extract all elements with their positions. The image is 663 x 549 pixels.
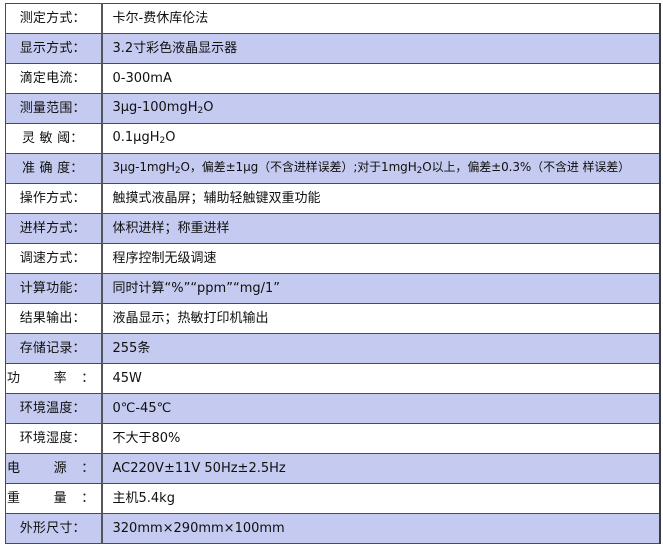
spec-value-text: 卡尔-费休库伦法 — [112, 11, 209, 26]
spec-value-text: 主机5.4kg — [112, 491, 175, 506]
spec-label-text: 测定方式： — [19, 11, 86, 26]
spec-value-cell: 255条 — [101, 333, 661, 364]
table-row: 显示方式： 3.2寸彩色液晶显示器 — [5, 33, 661, 64]
table-row: 存储记录： 255条 — [5, 333, 661, 364]
spec-label-text: 环境温度： — [19, 401, 86, 416]
spec-value-text: AC220V±11V 50Hz±2.5Hz — [112, 461, 286, 476]
spec-value-cell: 程序控制无级调速 — [101, 243, 661, 274]
spec-value-cell: 0-300mA — [101, 63, 661, 94]
spec-value-cell: 液晶显示；热敏打印机输出 — [101, 303, 661, 334]
spec-value-cell: 0℃-45℃ — [101, 393, 661, 424]
spec-label-cell: 滴定电流： — [5, 63, 103, 94]
spec-label-cell: 重 量： — [5, 483, 103, 514]
spec-value-text: 0.1μgH2O — [112, 130, 176, 146]
spec-label-text: 灵 敏 阈： — [22, 131, 84, 146]
spec-label-cell: 环境温度： — [5, 393, 103, 424]
spec-label-cell: 测量范围： — [5, 93, 103, 124]
spec-label-text: 计算功能： — [19, 281, 86, 296]
table-row: 功 率： 45W — [5, 363, 661, 394]
spec-label-cell: 功 率： — [5, 363, 103, 394]
spec-label-text: 准 确 度： — [22, 161, 84, 176]
spec-label-text: 外形尺寸： — [19, 521, 86, 536]
spec-table-body: 测定方式： 卡尔-费休库伦法显示方式： 3.2寸彩色液晶显示器滴定电流： 0-300m… — [5, 3, 661, 544]
spec-value-text: 45W — [112, 371, 142, 386]
spec-label-text: 滴定电流： — [19, 71, 86, 86]
spec-value-text: 255条 — [112, 341, 151, 356]
table-row: 滴定电流： 0-300mA — [5, 63, 661, 94]
spec-label-cell: 进样方式： — [5, 213, 103, 244]
spec-label-cell: 调速方式： — [5, 243, 103, 274]
spec-label-cell: 计算功能： — [5, 273, 103, 304]
spec-label-cell: 环境湿度： — [5, 423, 103, 454]
spec-value-text: 320mm×290mm×100mm — [112, 521, 285, 536]
spec-label-cell: 准 确 度： — [5, 153, 103, 184]
spec-value-text: 体积进样；称重进样 — [112, 221, 230, 236]
spec-value-text: 触摸式液晶屏；辅助轻触键双重功能 — [112, 191, 321, 206]
spec-value-cell: 0.1μgH2O — [101, 123, 661, 154]
table-row: 外形尺寸： 320mm×290mm×100mm — [5, 513, 661, 544]
spec-label-text: 重 量： — [7, 491, 95, 506]
specification-table: 测定方式： 卡尔-费休库伦法显示方式： 3.2寸彩色液晶显示器滴定电流： 0-300m… — [5, 3, 661, 544]
spec-value-cell: 不大于80% — [101, 423, 661, 454]
spec-label-cell: 显示方式： — [5, 33, 103, 64]
spec-value-text: 0-300mA — [112, 71, 172, 86]
spec-value-text: 同时计算“%”“ppm”“mg/1” — [112, 281, 281, 296]
spec-label-text: 调速方式： — [19, 251, 86, 266]
spec-value-text: 0℃-45℃ — [112, 401, 172, 416]
spec-label-text: 存储记录： — [19, 341, 86, 356]
spec-label-text: 结果输出： — [19, 311, 86, 326]
table-row: 准 确 度： 3μg-1mgH2O，偏差±1μg（不含进样误差）;对于1mgH2O… — [5, 153, 661, 184]
spec-label-cell: 存储记录： — [5, 333, 103, 364]
spec-value-text: 3μg-100mgH2O — [112, 100, 214, 116]
spec-label-cell: 外形尺寸： — [5, 513, 103, 544]
spec-value-cell: 主机5.4kg — [101, 483, 661, 514]
spec-value-cell: AC220V±11V 50Hz±2.5Hz — [101, 453, 661, 484]
spec-value-cell: 320mm×290mm×100mm — [101, 513, 661, 544]
table-row: 计算功能： 同时计算“%”“ppm”“mg/1” — [5, 273, 661, 304]
table-row: 进样方式： 体积进样；称重进样 — [5, 213, 661, 244]
spec-label-cell: 电 源： — [5, 453, 103, 484]
table-row: 调速方式： 程序控制无级调速 — [5, 243, 661, 274]
spec-label-cell: 测定方式： — [5, 3, 103, 34]
spec-value-cell: 触摸式液晶屏；辅助轻触键双重功能 — [101, 183, 661, 214]
spec-label-text: 环境湿度： — [19, 431, 86, 446]
spec-label-text: 电 源： — [7, 461, 95, 476]
spec-label-text: 显示方式： — [19, 41, 86, 56]
spec-label-text: 操作方式： — [19, 191, 86, 206]
spec-label-text: 功 率： — [7, 371, 95, 386]
table-row: 环境湿度： 不大于80% — [5, 423, 661, 454]
spec-label-text: 进样方式： — [19, 221, 86, 236]
spec-value-text: 液晶显示；热敏打印机输出 — [112, 311, 269, 326]
spec-value-text: 程序控制无级调速 — [112, 251, 217, 266]
table-row: 灵 敏 阈： 0.1μgH2O — [5, 123, 661, 154]
spec-label-cell: 灵 敏 阈： — [5, 123, 103, 154]
spec-value-cell: 同时计算“%”“ppm”“mg/1” — [101, 273, 661, 304]
spec-label-cell: 操作方式： — [5, 183, 103, 214]
table-row: 测定方式： 卡尔-费休库伦法 — [5, 3, 661, 34]
spec-value-text: 3.2寸彩色液晶显示器 — [112, 41, 238, 56]
spec-value-text: 3μg-1mgH2O，偏差±1μg（不含进样误差）;对于1mgH2O以上，偏差±… — [112, 160, 631, 176]
table-row: 测量范围： 3μg-100mgH2O — [5, 93, 661, 124]
table-row: 结果输出： 液晶显示；热敏打印机输出 — [5, 303, 661, 334]
table-row: 操作方式： 触摸式液晶屏；辅助轻触键双重功能 — [5, 183, 661, 214]
spec-value-cell: 体积进样；称重进样 — [101, 213, 661, 244]
spec-value-cell: 45W — [101, 363, 661, 394]
spec-value-cell: 卡尔-费休库伦法 — [101, 3, 661, 34]
table-row: 环境温度： 0℃-45℃ — [5, 393, 661, 424]
spec-value-cell: 3μg-100mgH2O — [101, 93, 661, 124]
spec-value-text: 不大于80% — [112, 431, 181, 446]
table-row: 重 量： 主机5.4kg — [5, 483, 661, 514]
spec-value-cell: 3μg-1mgH2O，偏差±1μg（不含进样误差）;对于1mgH2O以上，偏差±… — [101, 153, 661, 184]
spec-label-cell: 结果输出： — [5, 303, 103, 334]
spec-label-text: 测量范围： — [19, 101, 86, 116]
table-row: 电 源： AC220V±11V 50Hz±2.5Hz — [5, 453, 661, 484]
spec-value-cell: 3.2寸彩色液晶显示器 — [101, 33, 661, 64]
